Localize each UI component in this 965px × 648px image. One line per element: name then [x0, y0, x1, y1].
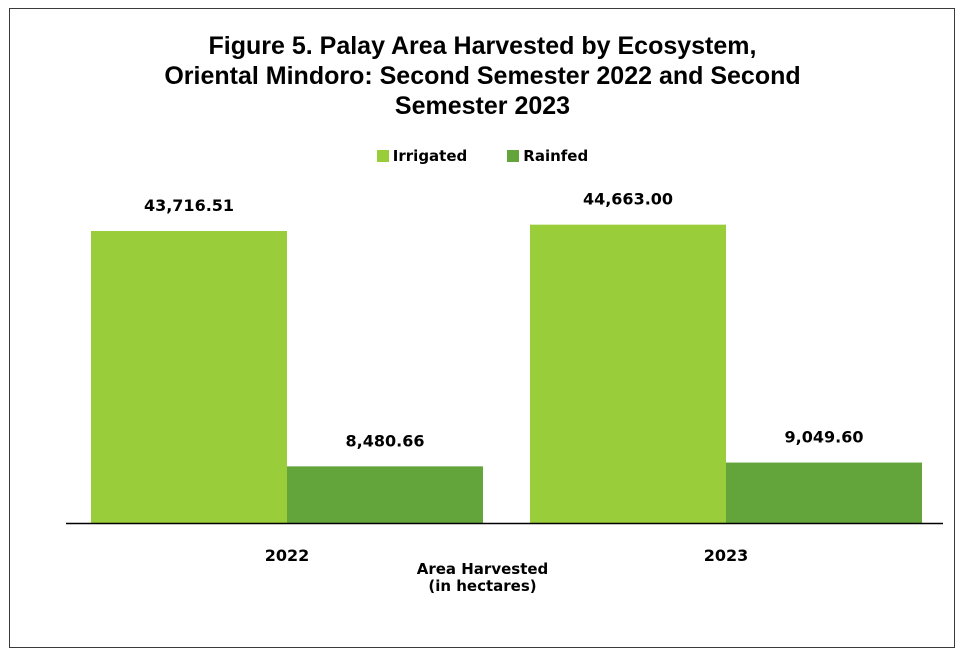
data-label-irrigated-2023: 44,663.00 — [583, 190, 673, 209]
x-tick-label-2023: 2023 — [704, 546, 749, 565]
chart-legend: Irrigated Rainfed — [0, 147, 965, 165]
bar-rainfed-2022 — [287, 466, 483, 523]
chart-title-line-2: Oriental Mindoro: Second Semester 2022 a… — [164, 62, 801, 90]
legend-swatch-irrigated — [376, 150, 389, 162]
x-axis-title-line-2: (in hectares) — [428, 577, 537, 595]
bar-irrigated-2022 — [91, 231, 287, 523]
legend-item-irrigated: Irrigated — [376, 147, 468, 165]
bar-irrigated-2023 — [530, 224, 726, 523]
data-label-rainfed-2023: 9,049.60 — [785, 428, 864, 447]
x-axis-title: Area Harvested (in hectares) — [0, 561, 965, 595]
x-axis-title-line-1: Area Harvested — [416, 560, 549, 578]
legend-label-rainfed: Rainfed — [523, 147, 589, 165]
legend-label-irrigated: Irrigated — [392, 147, 468, 165]
legend-item-rainfed: Rainfed — [507, 147, 588, 165]
chart-title-line-3: Semester 2023 — [394, 92, 571, 120]
chart-title: Figure 5. Palay Area Harvested by Ecosys… — [0, 31, 965, 121]
data-label-rainfed-2022: 8,480.66 — [346, 431, 425, 450]
legend-swatch-rainfed — [507, 150, 520, 162]
x-tick-label-2022: 2022 — [265, 546, 310, 565]
chart-plot: 43,716.51 8,480.66 2022 44,663.00 9,049.60 20… — [66, 190, 943, 565]
chart-title-line-1: Figure 5. Palay Area Harvested by Ecosys… — [208, 32, 757, 60]
data-label-irrigated-2022: 43,716.51 — [144, 196, 234, 215]
bar-rainfed-2023 — [726, 462, 922, 523]
